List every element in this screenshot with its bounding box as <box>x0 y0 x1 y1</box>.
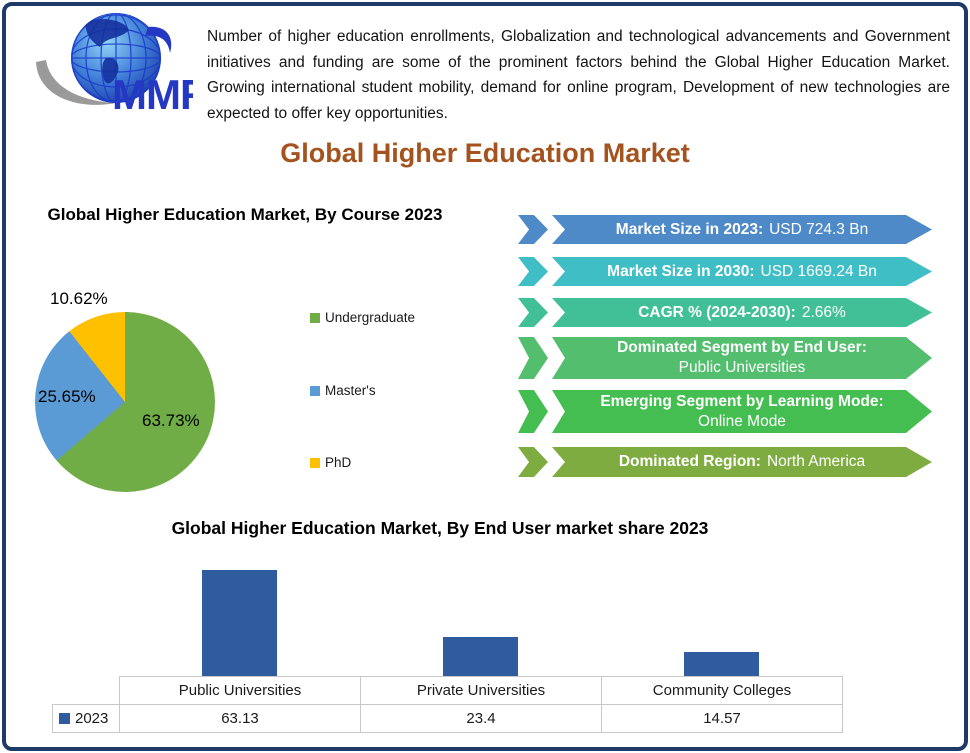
arrow-chevron-icon <box>518 257 548 286</box>
table-corner-cell <box>53 677 120 705</box>
value-cell-private-universities: 23.4 <box>360 704 602 733</box>
pie-label-phd: 10.62% <box>50 289 108 308</box>
page-title: Global Higher Education Market <box>280 138 690 168</box>
banner-value: USD 724.3 Bn <box>769 220 869 238</box>
table-header-row: Public Universities Private Universities… <box>53 676 843 705</box>
legend-swatch-undergraduate <box>310 312 320 323</box>
globe-continents <box>85 19 129 84</box>
bar-community-colleges <box>684 651 759 676</box>
banner-market-size-2023: Market Size in 2023: USD 724.3 Bn <box>518 215 932 244</box>
banner-value: North America <box>766 453 866 470</box>
pie-chart-section: Global Higher Education Market, By Cours… <box>30 203 475 503</box>
legend-swatch-phd <box>310 457 320 468</box>
banner-label: Market Size in 2023: <box>615 220 764 238</box>
banner-value: USD 1669.24 Bn <box>760 262 877 280</box>
banner-label: CAGR % (2024-2030): <box>638 303 796 321</box>
header-cell-community-colleges: Community Colleges <box>601 676 843 705</box>
banner-dominated-segment-end-user: Dominated Segment by End User: Public Un… <box>518 337 932 379</box>
table-data-row: 2023 63.13 23.4 14.57 <box>52 704 843 733</box>
bar-public-universities <box>202 570 277 676</box>
header-cell-public-universities: Public Universities <box>119 676 361 705</box>
logo-gray-swoosh <box>36 60 116 105</box>
banner-value: 2.66% <box>801 303 846 321</box>
pie-label-undergraduate: 63.73% <box>142 411 200 430</box>
series-legend-label: 2023 <box>75 710 109 727</box>
banner-emerging-segment-learning-mode: Emerging Segment by Learning Mode: Onlin… <box>518 390 932 433</box>
arrow-chevron-icon <box>518 447 548 477</box>
banner-label: Dominated Segment by End User: <box>617 339 867 356</box>
logo-blue-swoosh <box>145 26 172 53</box>
mmr-logo: MMR <box>36 13 193 118</box>
value-cell-community-colleges: 14.57 <box>601 704 843 733</box>
banner-value: Public Universities <box>678 359 806 376</box>
series-legend-cell: 2023 <box>52 704 120 733</box>
banner-label: Dominated Region: <box>618 453 761 470</box>
pie-label-masters: 25.65% <box>38 387 96 406</box>
banner-cagr: CAGR % (2024-2030): 2.66% <box>518 298 932 327</box>
intro-paragraph: Number of higher education enrollments, … <box>207 28 950 122</box>
banner-dominated-region: Dominated Region: North America <box>518 447 932 477</box>
arrow-chevron-icon <box>518 390 548 433</box>
legend-swatch-masters <box>310 385 320 396</box>
banner-value: Online Mode <box>698 412 786 430</box>
bar-private-universities <box>443 636 518 676</box>
arrow-chevron-icon <box>518 298 548 327</box>
header-cell-private-universities: Private Universities <box>360 676 602 705</box>
legend-item-masters: Master's <box>310 383 376 398</box>
logo-text: MMR <box>112 71 193 118</box>
arrow-chevron-icon <box>518 215 548 244</box>
pie-chart-title: Global Higher Education Market, By Cours… <box>47 205 443 224</box>
pie-chart <box>35 312 215 492</box>
legend-item-phd: PhD <box>310 455 351 470</box>
legend-label-phd: PhD <box>325 455 352 470</box>
bar-chart-data-table: Public Universities Private Universities… <box>52 676 843 733</box>
legend-label-masters: Master's <box>325 383 376 398</box>
arrow-chevron-icon <box>518 337 548 379</box>
legend-label-undergraduate: Undergraduate <box>325 310 416 325</box>
legend-item-undergraduate: Undergraduate <box>310 310 415 325</box>
banner-market-size-2030: Market Size in 2030: USD 1669.24 Bn <box>518 257 932 286</box>
bar-chart-title: Global Higher Education Market, By End U… <box>171 518 709 538</box>
banner-label: Market Size in 2030: <box>607 262 755 280</box>
value-cell-public-universities: 63.13 <box>119 704 361 733</box>
banner-label: Emerging Segment by Learning Mode: <box>600 392 884 410</box>
series-legend-swatch <box>59 713 70 724</box>
